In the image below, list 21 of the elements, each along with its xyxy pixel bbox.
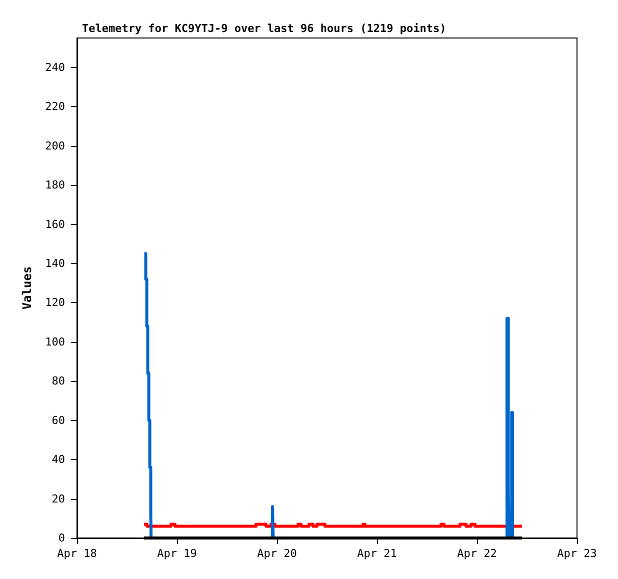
y-tick-label: 200 (45, 139, 65, 152)
y-tick-label: 160 (45, 218, 65, 231)
y-tick-label: 140 (45, 256, 65, 270)
y-tick-label: 80 (52, 374, 65, 388)
y-tick-label: 220 (45, 100, 65, 114)
x-tick-label: Apr 22 (457, 547, 497, 560)
x-tick-label: Apr 18 (57, 547, 97, 560)
y-tick-label: 100 (45, 335, 65, 348)
y-axis-title: Values (20, 266, 34, 310)
y-tick-label: 40 (52, 453, 65, 466)
y-tick-label: 0 (58, 532, 65, 544)
x-tick-label: Apr 20 (257, 547, 297, 560)
x-tick-label: Apr 23 (557, 547, 597, 560)
x-tick-label: Apr 21 (357, 547, 397, 560)
y-tick-label: 60 (52, 414, 65, 427)
y-tick-label: 240 (45, 60, 65, 74)
x-tick-label: Apr 19 (157, 547, 197, 560)
y-tick-label: 120 (45, 296, 65, 310)
y-tick-label: 20 (52, 492, 65, 506)
y-tick-label: 180 (45, 178, 65, 192)
chart-title: Telemetry for KC9YTJ-9 over last 96 hours (1219 points) (82, 22, 446, 35)
